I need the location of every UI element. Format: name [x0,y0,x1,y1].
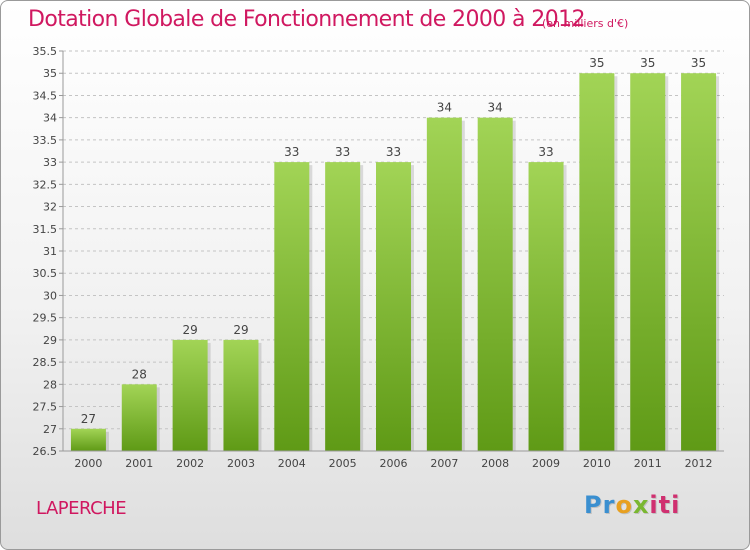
x-tick-label: 2000 [74,457,102,470]
x-tick-label: 2001 [125,457,153,470]
data-label: 35 [640,56,655,70]
bar [223,339,259,451]
data-label: 27 [81,412,96,426]
proxiti-logo[interactable]: Proxiti [584,491,680,519]
bar [681,73,717,451]
x-tick-label: 2008 [481,457,509,470]
y-tick-label: 32.5 [33,178,58,191]
y-tick-label: 34 [43,112,57,125]
data-label: 34 [488,101,503,115]
x-tick-label: 2005 [329,457,357,470]
bar [70,428,106,451]
logo-letter: o [615,491,633,519]
commune-name: LAPERCHE [36,498,127,519]
bar [528,162,564,451]
y-tick-label: 33 [43,156,57,169]
y-axis: 26.5 27 27.5 28 28.5 29 29.5 30 30.5 31 31.5 32 32.5… [33,45,64,458]
data-label: 29 [233,323,248,337]
y-tick-label: 29 [43,334,57,347]
data-labels: 27 28 29 29 33 33 33 34 34 33 35 35 35 [81,56,706,426]
bar [325,162,361,451]
y-tick-label: 31 [43,245,57,258]
x-tick-label: 2010 [583,457,611,470]
x-tick-label: 2006 [380,457,408,470]
chart-title: Dotation Globale de Fonctionnement de 20… [28,7,586,32]
y-tick-label: 35 [43,67,57,80]
y-tick-label: 31.5 [33,223,58,236]
bar [630,73,666,451]
x-tick-label: 2007 [430,457,458,470]
data-label: 34 [437,101,452,115]
x-tick-label: 2002 [176,457,204,470]
y-tick-label: 28 [43,378,57,391]
y-tick-label: 32 [43,201,57,214]
bar [579,73,615,451]
data-label: 33 [284,145,299,159]
y-tick-label: 27 [43,423,57,436]
data-label: 29 [182,323,197,337]
bar [121,384,157,451]
x-tick-label: 2003 [227,457,255,470]
y-tick-label: 28.5 [33,356,58,369]
bar [274,162,310,451]
x-tick-label: 2011 [634,457,662,470]
y-tick-label: 30 [43,289,57,302]
bar [426,117,462,452]
y-tick-label: 29.5 [33,312,58,325]
data-label: 28 [132,367,147,381]
y-tick-label: 35.5 [33,45,58,58]
data-label: 33 [538,145,553,159]
y-tick-label: 27.5 [33,401,58,414]
bar [376,162,411,451]
y-tick-label: 30.5 [33,267,58,280]
x-tick-label: 2004 [278,457,306,470]
x-tick-label: 2012 [685,457,713,470]
x-axis: 2000 2001 2002 2003 2004 2005 2006 2007 2008 2009… [63,450,724,470]
logo-letter: iti [649,491,681,519]
logo-letter: Pr [584,491,616,519]
data-label: 33 [335,145,350,159]
y-tick-label: 33.5 [33,134,58,147]
x-tick-label: 2009 [532,457,560,470]
bar [172,339,208,451]
y-tick-label: 34.5 [33,89,58,102]
y-tick-label: 26.5 [33,445,58,458]
bar [477,117,513,452]
logo-letter: x [632,491,650,519]
bars [70,73,720,452]
data-label: 35 [589,56,604,70]
data-label: 33 [386,145,401,159]
data-label: 35 [691,56,706,70]
chart-subtitle: (en milliers d'€) [542,17,629,30]
